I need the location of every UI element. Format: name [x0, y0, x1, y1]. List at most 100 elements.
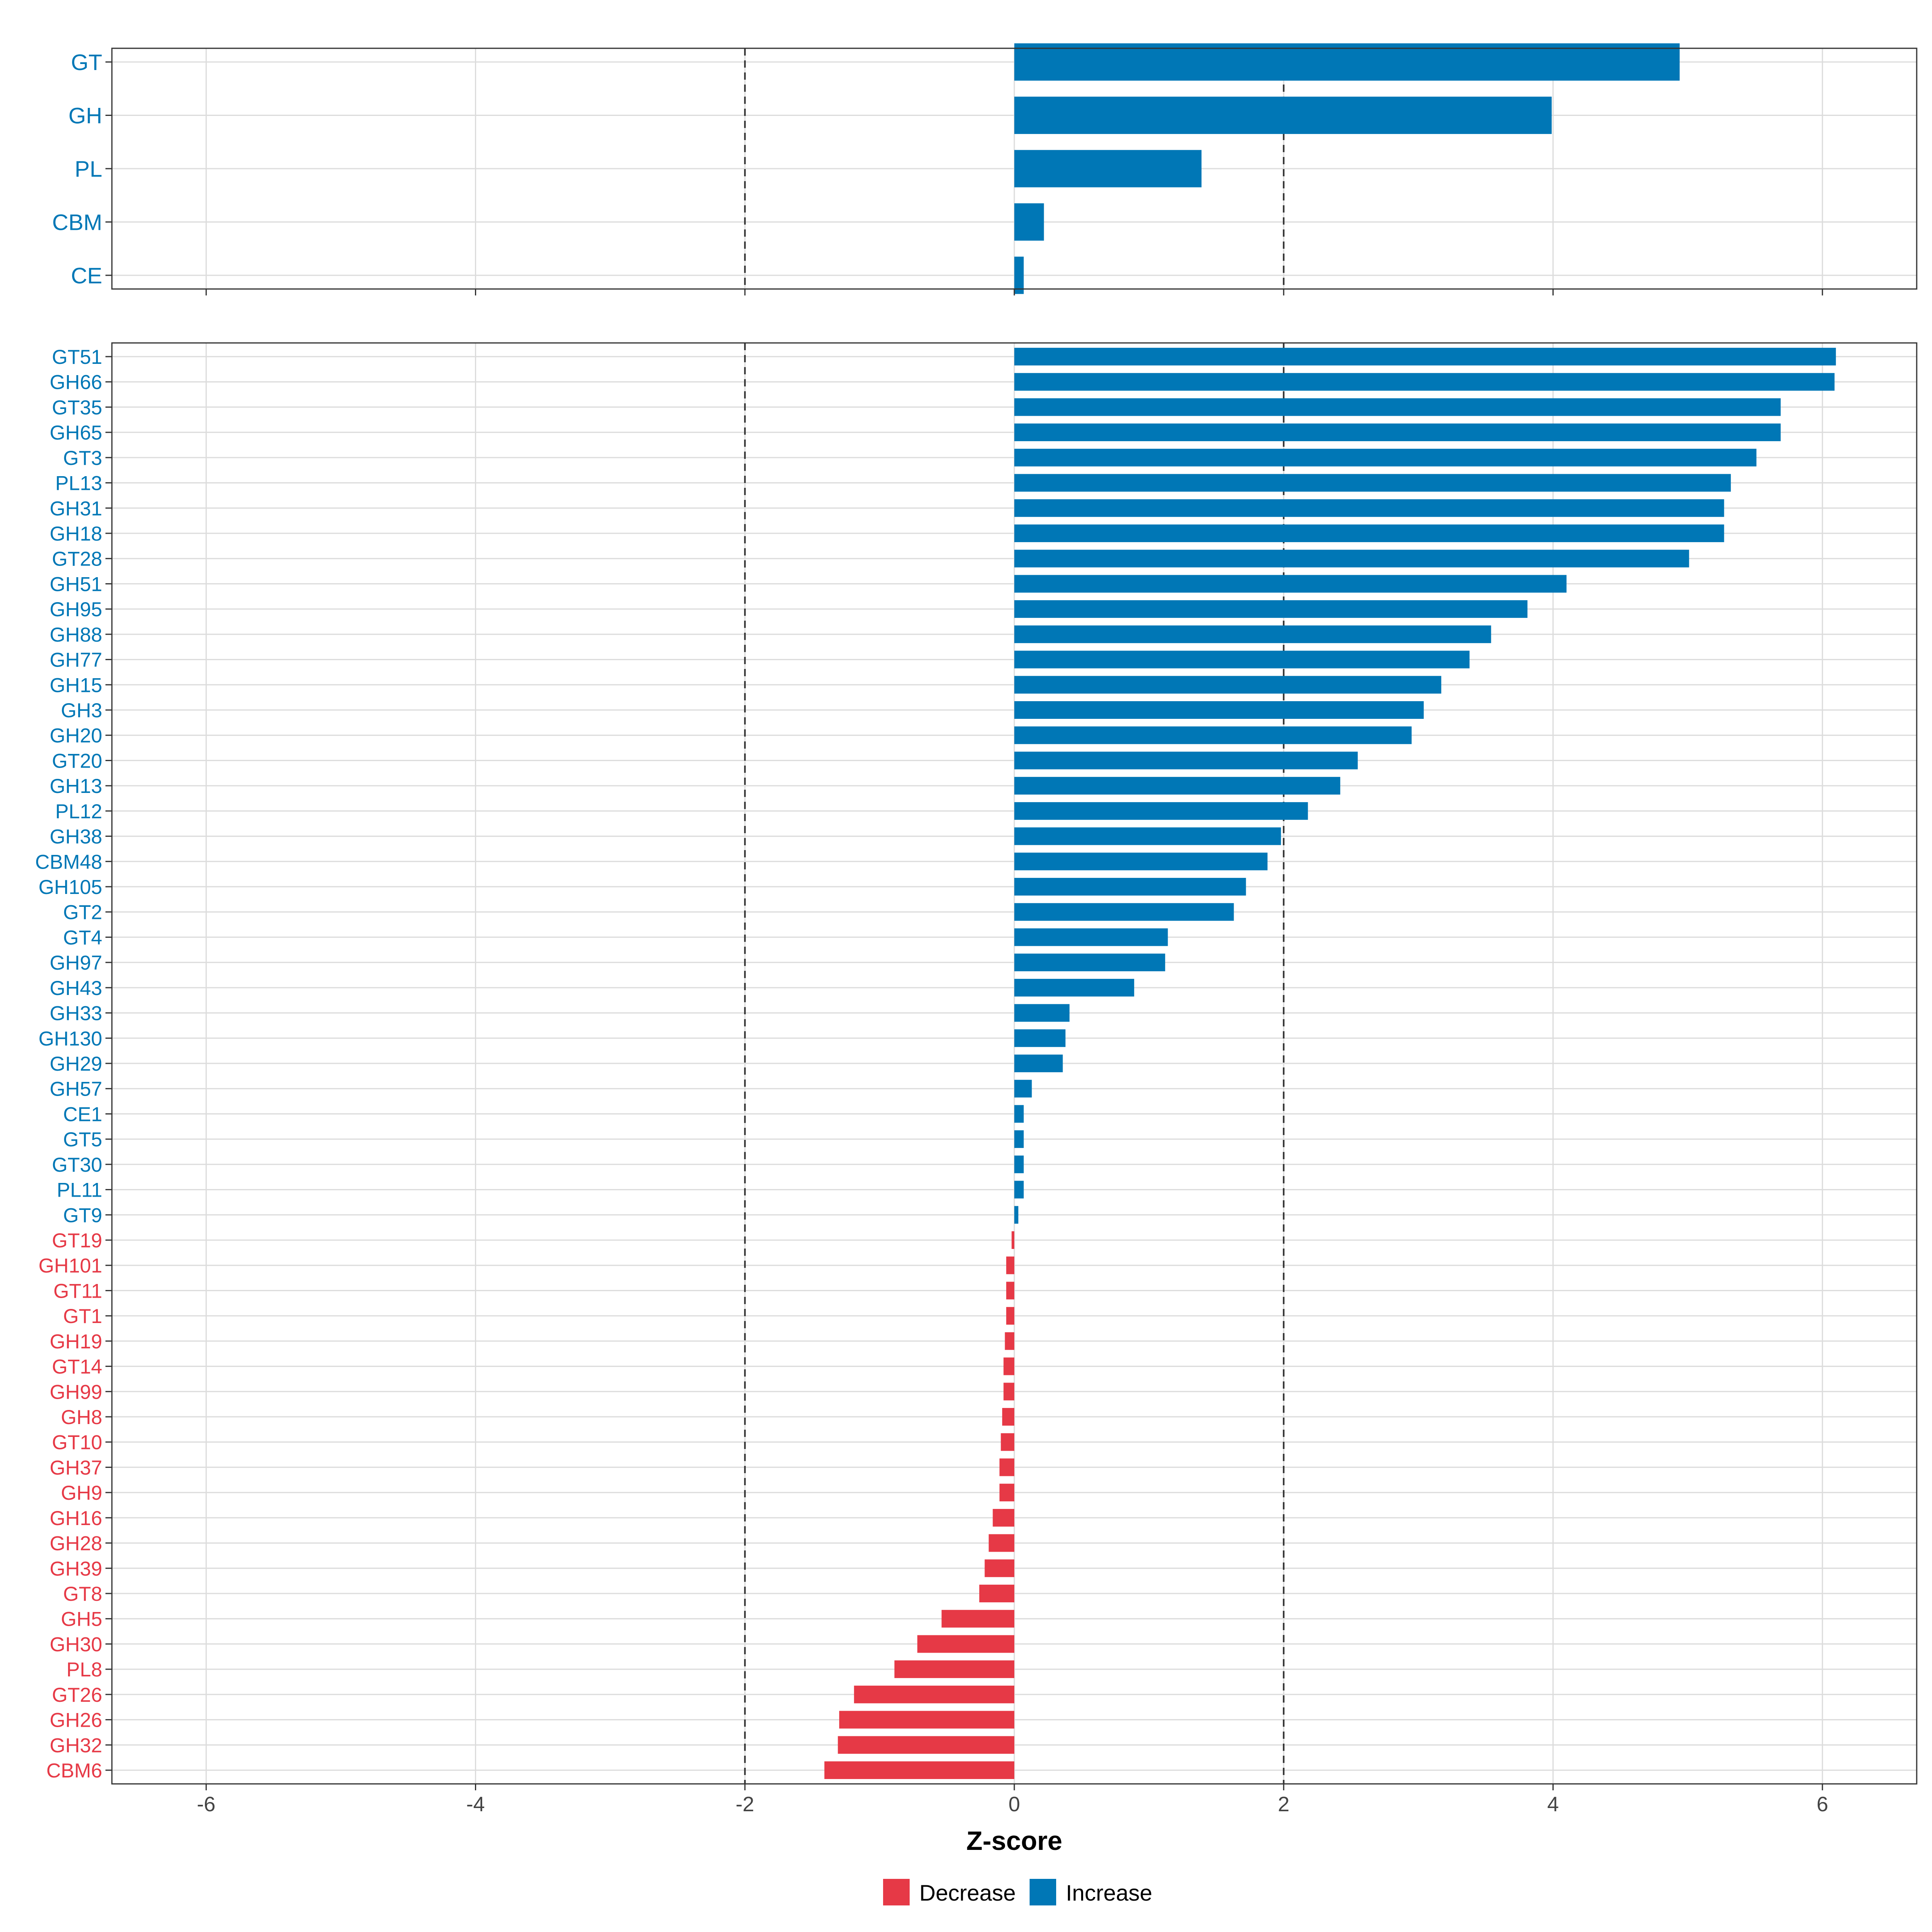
x-axis-title: Z-score — [966, 1826, 1062, 1856]
bar — [839, 1711, 1014, 1729]
bar — [1014, 150, 1202, 188]
category-label: GT26 — [52, 1684, 102, 1706]
bar — [1014, 777, 1340, 795]
bar — [1014, 549, 1689, 568]
category-label: GH101 — [39, 1255, 102, 1277]
bar — [1003, 1357, 1014, 1375]
bar — [1014, 978, 1134, 997]
x-axis: -6 -4 -2 0 2 4 6 — [197, 1793, 1828, 1816]
category-label: GT35 — [52, 396, 102, 419]
category-label: GT20 — [52, 749, 102, 772]
bar — [1014, 827, 1281, 845]
category-label: GH77 — [50, 649, 102, 671]
category-label: PL8 — [66, 1658, 102, 1681]
bar — [1014, 448, 1757, 466]
bar — [993, 1509, 1014, 1527]
x-tick-label: 6 — [1816, 1793, 1828, 1816]
category-label: GH31 — [50, 497, 102, 520]
category-label: CE — [71, 263, 102, 288]
category-label: PL — [75, 156, 103, 182]
category-label: GT10 — [52, 1431, 102, 1454]
bar — [1014, 954, 1165, 972]
category-label: GH43 — [50, 977, 102, 999]
bar — [989, 1534, 1014, 1552]
x-tick-label: 0 — [1009, 1793, 1020, 1816]
bar — [1014, 1155, 1024, 1173]
bar — [1014, 625, 1491, 643]
category-label: GT2 — [63, 901, 102, 924]
bar — [1006, 1282, 1014, 1300]
category-label: GH51 — [50, 573, 102, 595]
category-label: GH88 — [50, 623, 102, 646]
category-label: GT — [71, 50, 102, 75]
bar — [1014, 878, 1246, 896]
bar — [1014, 1105, 1024, 1123]
category-label: CBM48 — [35, 850, 102, 873]
bar — [1014, 1206, 1019, 1224]
bar — [941, 1610, 1014, 1628]
bar — [1014, 373, 1835, 391]
x-tick-label: 2 — [1278, 1793, 1290, 1816]
bar — [917, 1635, 1014, 1653]
legend-label-increase: Increase — [1066, 1880, 1152, 1905]
category-label: GT11 — [54, 1280, 102, 1302]
bar — [1014, 1055, 1063, 1072]
category-label: GT9 — [63, 1204, 102, 1226]
bar — [1014, 726, 1412, 744]
bar — [1014, 676, 1441, 694]
category-label: GH13 — [50, 775, 102, 797]
bar — [1014, 903, 1234, 921]
bar — [1014, 1080, 1032, 1098]
x-tick-label: 4 — [1547, 1793, 1559, 1816]
category-label: CE1 — [63, 1103, 102, 1125]
bar — [1006, 1307, 1014, 1325]
category-label: GH33 — [50, 1002, 102, 1025]
bar — [1002, 1408, 1014, 1426]
category-label: GH — [68, 103, 102, 128]
category-label: GH38 — [50, 826, 102, 848]
legend-swatch-increase — [1030, 1879, 1056, 1905]
category-label: GT28 — [52, 548, 102, 570]
bar — [1001, 1433, 1014, 1451]
category-label: GH28 — [50, 1532, 102, 1555]
bar — [999, 1458, 1014, 1476]
category-label: GH30 — [50, 1633, 102, 1655]
category-label: PL12 — [55, 800, 102, 823]
bar — [1014, 928, 1168, 946]
bar — [1014, 474, 1731, 492]
category-label: GH95 — [50, 598, 102, 621]
category-label: GH99 — [50, 1381, 102, 1403]
bar — [854, 1685, 1014, 1703]
category-label: GH8 — [61, 1406, 102, 1428]
bar — [1006, 1256, 1014, 1274]
category-label: GH66 — [50, 371, 102, 394]
x-tick-label: -4 — [466, 1793, 485, 1816]
category-label: GH26 — [50, 1709, 102, 1732]
bar — [999, 1484, 1014, 1502]
category-label: GT1 — [63, 1305, 102, 1327]
category-label: GH9 — [61, 1482, 102, 1504]
bar — [1014, 524, 1724, 542]
category-label: PL11 — [57, 1179, 102, 1201]
bar — [979, 1585, 1014, 1602]
legend-label-decrease: Decrease — [919, 1880, 1016, 1905]
bar — [985, 1559, 1014, 1577]
bar — [1014, 423, 1781, 442]
bar — [1014, 650, 1470, 669]
bar — [1005, 1332, 1014, 1350]
category-label: GH32 — [50, 1734, 102, 1757]
bar — [894, 1660, 1014, 1678]
category-label: GT5 — [63, 1128, 102, 1151]
bar — [1014, 398, 1781, 416]
x-tick-label: -6 — [197, 1793, 215, 1816]
bar — [1014, 1130, 1024, 1148]
bar — [1011, 1231, 1014, 1249]
category-label: GH15 — [50, 674, 102, 696]
category-label: CBM6 — [46, 1759, 102, 1782]
category-label: PL13 — [55, 472, 102, 495]
category-label: GT14 — [52, 1356, 102, 1378]
category-label: GH16 — [50, 1507, 102, 1530]
legend: Decrease Increase — [883, 1879, 1152, 1905]
category-label: GH20 — [50, 724, 102, 747]
